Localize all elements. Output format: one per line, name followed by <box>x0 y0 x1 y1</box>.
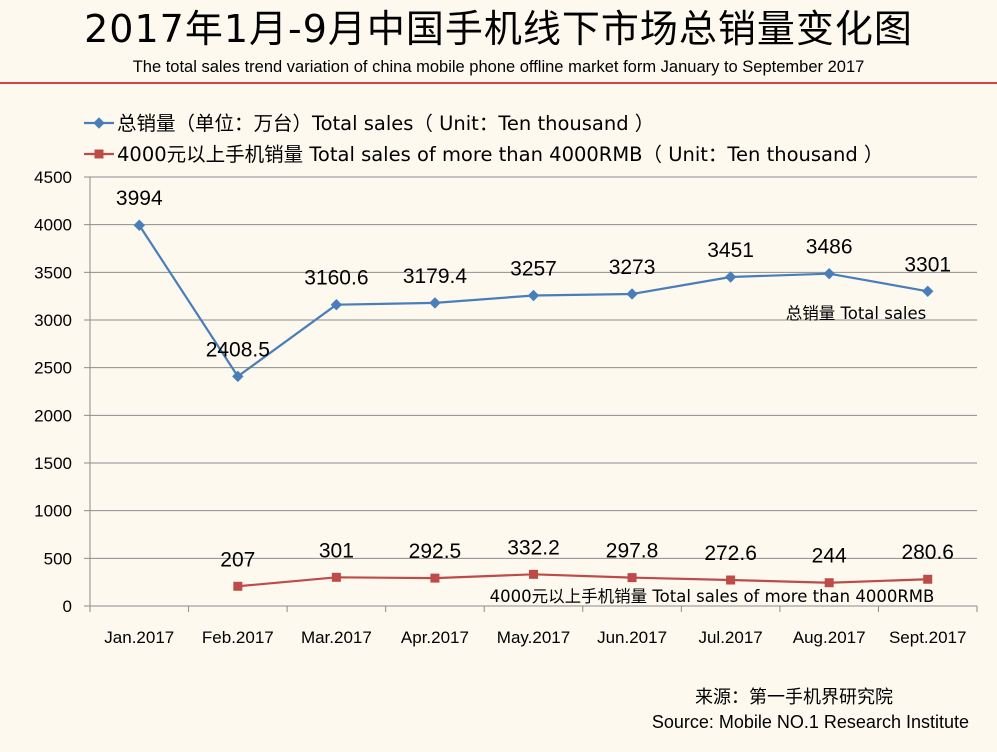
data-point <box>626 288 638 300</box>
y-tick-label: 4500 <box>34 168 72 187</box>
x-tick-label: Apr.2017 <box>401 628 469 647</box>
data-label: 207 <box>220 548 255 571</box>
data-point <box>232 370 244 383</box>
data-point <box>330 298 343 311</box>
data-point <box>823 267 835 280</box>
axes <box>84 176 978 612</box>
data-point <box>724 271 737 283</box>
data-point <box>726 575 736 585</box>
y-tick-label: 2500 <box>34 359 72 378</box>
y-tick-label: 2000 <box>34 406 72 425</box>
data-point <box>430 573 440 583</box>
data-label: 3451 <box>707 239 754 262</box>
data-label: 3301 <box>904 253 951 276</box>
series-annotation: 总销量 Total sales <box>786 304 927 323</box>
data-point <box>922 285 934 298</box>
data-point <box>233 581 243 591</box>
legend: 总销量（单位：万台）Total sales（ Unit：Ten thousand… <box>84 112 883 166</box>
y-tick-label: 3500 <box>34 263 72 282</box>
y-tick-label: 1500 <box>34 454 72 473</box>
y-tick-label: 4000 <box>34 216 72 235</box>
data-point <box>133 219 145 231</box>
legend-marker <box>93 117 105 129</box>
y-tick-label: 500 <box>44 549 72 568</box>
series-annotations: 总销量 Total sales 4000元以上手机销量 Total sales o… <box>490 304 935 606</box>
x-tick-label: Jan.2017 <box>104 628 174 647</box>
series-1: 3994 2408.5 3160.6 3179.4 3257 3273 3451 3486 33… <box>116 187 951 383</box>
y-tick-labels: 0 500 1000 1500 2000 2500 3000 3500 4000 4500 <box>34 168 72 616</box>
source-en: Source: Mobile NO.1 Research Institute <box>651 712 969 732</box>
data-label: 3179.4 <box>403 265 468 288</box>
data-point <box>824 578 834 588</box>
series-line <box>237 573 928 588</box>
legend-marker <box>94 149 104 159</box>
y-tick-label: 1000 <box>34 502 72 521</box>
x-tick-label: Jun.2017 <box>597 628 667 647</box>
data-point <box>923 574 933 584</box>
y-tick-label: 3000 <box>34 311 72 330</box>
data-label: 2408.5 <box>206 338 270 361</box>
legend-label: 4000元以上手机销量 Total sales of more than 400… <box>117 143 883 166</box>
series-2: 207 301 292.5 332.2 297.8 272.6 244 280.6 <box>220 536 954 591</box>
legend-item-1: 总销量（单位：万台）Total sales（ Unit：Ten thousand… <box>84 112 654 135</box>
data-label: 301 <box>319 539 354 562</box>
data-label: 3257 <box>510 257 557 280</box>
x-tick-label: May.2017 <box>497 628 570 647</box>
series: 3994 2408.5 3160.6 3179.4 3257 3273 3451 3486 33… <box>116 187 954 591</box>
data-label: 280.6 <box>901 541 954 564</box>
data-label: 3160.6 <box>304 267 368 290</box>
title-divider <box>0 82 997 84</box>
legend-label: 总销量（单位：万台）Total sales（ Unit：Ten thousand… <box>117 112 654 135</box>
y-tick-label: 0 <box>63 597 72 616</box>
x-tick-label: Sept.2017 <box>889 628 967 647</box>
data-point <box>529 569 538 579</box>
data-point <box>527 289 540 302</box>
data-label: 3994 <box>116 187 163 210</box>
x-tick-label: Feb.2017 <box>202 628 274 647</box>
data-label: 297.8 <box>606 540 659 563</box>
data-point <box>429 297 441 309</box>
x-tick-label: Jul.2017 <box>698 628 762 647</box>
series-annotation: 4000元以上手机销量 Total sales of more than 400… <box>490 587 935 606</box>
data-label: 292.5 <box>409 540 462 563</box>
legend-item-2: 4000元以上手机销量 Total sales of more than 400… <box>84 143 883 166</box>
source-cn: 来源：第一手机界研究院 <box>695 687 893 708</box>
data-label: 3486 <box>806 236 853 259</box>
chart-subtitle: The total sales trend variation of china… <box>132 58 865 76</box>
x-tick-labels: Jan.2017 Feb.2017 Mar.2017 Apr.2017 May.2017… <box>104 628 966 647</box>
data-label: 272.6 <box>704 542 757 565</box>
data-point <box>331 572 341 582</box>
data-label: 244 <box>812 545 847 568</box>
data-point <box>627 573 637 583</box>
grid-lines <box>90 176 977 559</box>
x-tick-label: Mar.2017 <box>301 628 372 647</box>
data-label: 3273 <box>609 256 656 279</box>
chart-title: 2017年1月-9月中国手机线下市场总销量变化图 <box>84 7 913 51</box>
data-label: 332.2 <box>507 536 560 559</box>
x-tick-label: Aug.2017 <box>793 628 866 647</box>
